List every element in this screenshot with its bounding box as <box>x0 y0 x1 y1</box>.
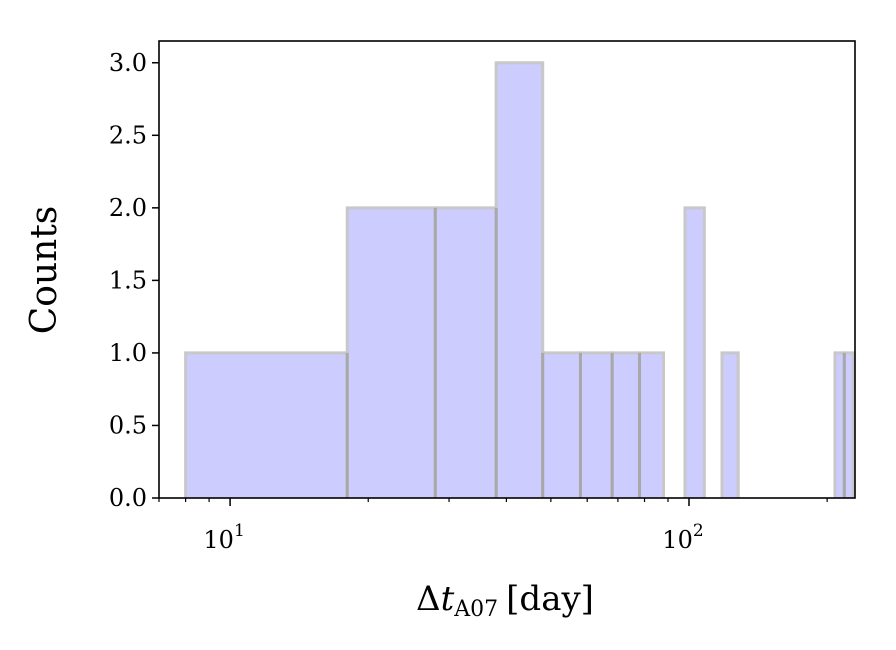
histogram-bars <box>184 61 855 499</box>
histogram-bar <box>834 352 845 498</box>
y-tick-label: 3.0 <box>109 49 147 77</box>
histogram-bar <box>435 207 497 499</box>
y-tick-label: 2.0 <box>109 194 147 222</box>
y-tick-label: 1.5 <box>109 266 147 294</box>
x-tick-label: 101 <box>203 521 244 554</box>
x-tick-label-base: 10 <box>662 526 693 554</box>
x-axis-label-delta: Δ <box>416 579 441 619</box>
x-axis-label-subscript: A07 <box>453 597 498 622</box>
x-axis-label: ΔtA07 [day] <box>416 579 594 622</box>
histogram-bar <box>542 352 581 498</box>
histogram-bar <box>185 352 348 498</box>
x-tick-label-exponent: 1 <box>234 521 245 541</box>
histogram-bar <box>639 352 664 498</box>
y-axis: 0.0 0.5 1.0 1.5 2.0 2.5 3.0 <box>109 49 159 512</box>
histogram-bar <box>684 207 705 499</box>
y-tick-label: 2.5 <box>109 121 147 149</box>
plot-frame <box>158 40 856 499</box>
histogram-bar <box>347 207 436 499</box>
x-axis-label-unit: [day] <box>506 579 594 619</box>
x-axis: 101 102 <box>158 498 828 554</box>
histogram-bar-edge <box>683 206 706 498</box>
x-axis-label-var: t <box>441 579 455 619</box>
x-tick-label-exponent: 2 <box>693 521 704 541</box>
histogram-bar <box>721 352 739 498</box>
histogram-bar <box>844 352 854 498</box>
histogram-bar <box>612 352 640 498</box>
x-tick-label: 102 <box>662 521 703 554</box>
histogram-bar <box>496 62 543 499</box>
histogram-bar-edge <box>720 351 740 498</box>
y-tick-label: 0.0 <box>109 484 147 512</box>
y-tick-label: 0.5 <box>109 411 147 439</box>
histogram-bar <box>580 352 613 498</box>
y-axis-label: Counts <box>24 206 65 335</box>
y-tick-label: 1.0 <box>109 339 147 367</box>
x-tick-label-base: 10 <box>203 526 234 554</box>
